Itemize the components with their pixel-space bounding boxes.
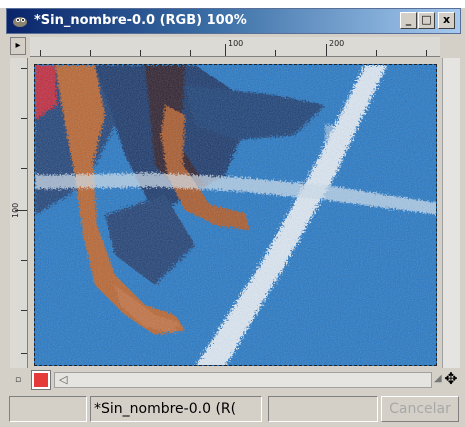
resize-grip-icon[interactable]: ◢: [434, 373, 442, 384]
ruler-label: 200: [329, 39, 345, 48]
painted-image: [35, 65, 436, 365]
image-menu-arrow-icon[interactable]: ▸: [10, 37, 26, 55]
gimp-app-icon[interactable]: [11, 13, 29, 29]
image-canvas[interactable]: [34, 64, 437, 366]
ruler-tick: [15, 210, 27, 211]
ruler-tick: [40, 50, 41, 56]
ruler-tick: [21, 118, 27, 119]
ruler-tick: [426, 50, 427, 56]
ruler-tick: [376, 50, 377, 56]
vertical-scrollbar[interactable]: [442, 58, 460, 368]
navigation-row: ▫ ◁ ◢ ✥: [10, 370, 460, 390]
quick-mask-icon[interactable]: ▫: [10, 372, 26, 388]
ruler-tick: [190, 50, 191, 56]
horizontal-scrollbar[interactable]: ◁: [54, 372, 432, 388]
status-bar: *Sin_nombre-0.0 (R( Cancelar: [0, 392, 465, 427]
progress-field: [268, 396, 378, 422]
close-button[interactable]: x: [438, 12, 455, 29]
ruler-label: 100: [11, 202, 20, 218]
ruler-tick: [21, 353, 27, 354]
ruler-tick: [140, 50, 141, 56]
desktop-strip: [0, 0, 465, 8]
pointer-coordinates: [9, 396, 87, 422]
navigate-move-icon[interactable]: ✥: [444, 369, 458, 388]
maximize-button[interactable]: □: [418, 12, 435, 29]
horizontal-ruler[interactable]: 100 200: [30, 37, 440, 57]
ruler-tick: [21, 310, 27, 311]
scroll-left-arrow-icon[interactable]: ◁: [59, 373, 68, 386]
window-title: *Sin_nombre-0.0 (RGB) 100%: [34, 13, 247, 28]
cancel-button[interactable]: Cancelar: [381, 396, 459, 422]
navigation-toggle-icon[interactable]: [32, 371, 50, 389]
ruler-tick: [21, 68, 27, 69]
image-name-status: *Sin_nombre-0.0 (R(: [90, 396, 262, 422]
ruler-tick: [90, 50, 91, 56]
vertical-ruler[interactable]: 100: [10, 58, 28, 368]
ruler-tick: [326, 44, 327, 56]
ruler-tick: [21, 260, 27, 261]
ruler-label: 100: [228, 39, 244, 48]
ruler-tick: [21, 168, 27, 169]
ruler-tick: [275, 50, 276, 56]
title-bar[interactable]: *Sin_nombre-0.0 (RGB) 100% _ □ x: [6, 8, 461, 34]
ruler-tick: [225, 44, 226, 56]
minimize-button[interactable]: _: [400, 12, 417, 29]
